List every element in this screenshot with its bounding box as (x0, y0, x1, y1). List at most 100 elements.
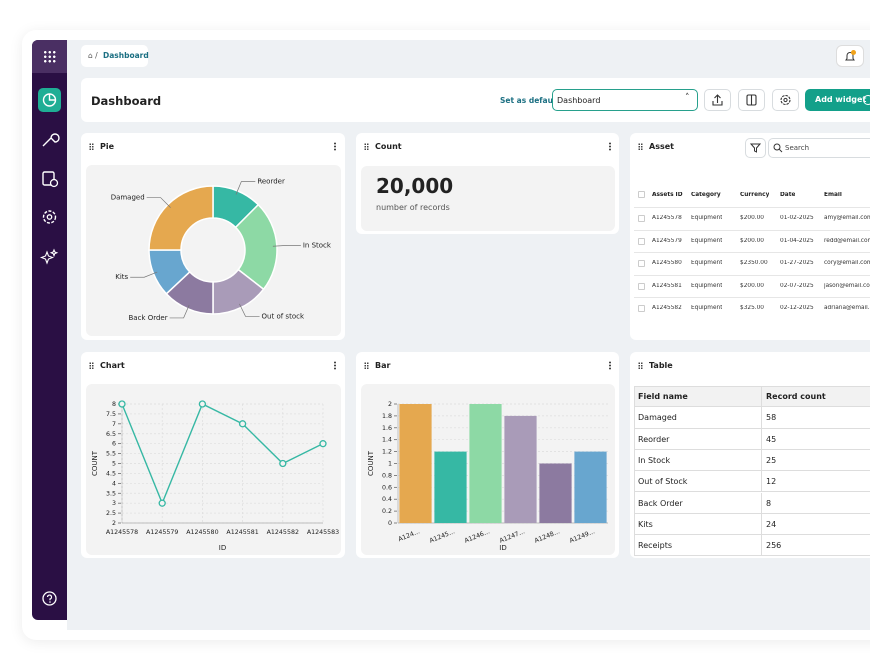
checkbox[interactable] (638, 237, 645, 245)
table-cell: A1245581 (652, 282, 682, 289)
checkbox[interactable] (638, 215, 645, 222)
table-cell: $200.00 (740, 282, 764, 289)
notifications-button[interactable] (836, 45, 864, 67)
x-tick-label: A1245582 (267, 529, 299, 536)
y-tick-label: 1.6 (382, 425, 392, 432)
table-cell: Back Order (634, 493, 761, 514)
checkbox[interactable] (638, 191, 645, 198)
pie-label: In Stock (303, 241, 332, 249)
nav-tools[interactable] (42, 133, 60, 147)
bar (504, 415, 537, 523)
x-tick-label: A1245578 (106, 529, 138, 536)
nav-help[interactable] (41, 590, 58, 607)
leader-line (146, 197, 171, 208)
table-border (634, 386, 870, 557)
table-cell: 25 (761, 449, 870, 472)
x-tick-label: A1245581 (226, 529, 258, 536)
line-point (118, 400, 126, 408)
y-tick-label: 0.4 (382, 496, 392, 503)
widget-title: Count (375, 142, 402, 151)
pie-label: Back Order (128, 314, 167, 322)
nav-reports[interactable] (42, 171, 55, 186)
bar (399, 404, 432, 523)
line-point (238, 420, 247, 428)
pie-widget: Pie Reorder In Stock Out of stock Back Orde… (81, 133, 345, 340)
pie-label: Kits (115, 273, 128, 281)
y-tick-label: 5 (112, 461, 116, 468)
table-cell: Out of Stock (634, 471, 761, 493)
x-tick-label: A1246… (464, 528, 491, 544)
bar-chart: 0 0.2 0.4 0.6 0.8 1 1.2 1.4 1.6 1.8 2 COUNT ID A124… A… (367, 401, 608, 552)
row-divider (634, 274, 870, 276)
dashboard-select[interactable]: Dashboard ˄ (552, 89, 698, 111)
column-header: Category (691, 192, 721, 198)
y-tick-label: 1.8 (382, 413, 392, 420)
y-axis-label: COUNT (367, 450, 375, 476)
apps-button[interactable] (32, 40, 67, 73)
record-table: Field name Record count Damaged 58 Reorder 45… (634, 386, 870, 557)
filter-button[interactable] (745, 138, 766, 158)
widget-title: Table (649, 361, 673, 370)
menu-button[interactable] (334, 361, 336, 370)
x-tick-label: A1245… (429, 528, 456, 544)
asset-table: Assets ID Category Currency Date Email A12455… (630, 185, 870, 335)
table-cell: 45 (761, 428, 870, 450)
y-tick-label: 3 (112, 500, 116, 507)
table-cell: Equipment (691, 260, 723, 266)
settings-button[interactable] (772, 89, 799, 111)
widget-title: Asset (649, 142, 674, 151)
x-tick-label: A124… (397, 528, 421, 543)
checkbox[interactable] (638, 282, 645, 290)
pie-chart: Reorder In Stock Out of stock Back Order Kit… (111, 178, 332, 322)
y-tick-label: 1.2 (382, 449, 392, 456)
add-widget-button[interactable]: Add widget (805, 89, 870, 111)
set-default-link[interactable]: Set as default (500, 96, 560, 105)
share-button[interactable] (704, 89, 731, 111)
table-cell: Equipment (691, 282, 723, 289)
y-tick-label: 1 (388, 461, 392, 468)
y-tick-label: 2.5 (106, 510, 116, 517)
y-tick-label: 3.5 (106, 490, 116, 497)
line-point (198, 400, 207, 408)
checkbox[interactable] (638, 260, 645, 267)
bar (574, 451, 607, 523)
menu-button[interactable] (609, 142, 611, 151)
widget-title: Pie (100, 142, 115, 151)
table-cell: cory@email.com (824, 260, 870, 266)
y-tick-label: 6.5 (106, 431, 116, 438)
row-divider (634, 297, 870, 298)
sidebar (32, 40, 67, 620)
checkbox[interactable] (638, 305, 645, 312)
table-cell: $2350.00 (740, 260, 768, 266)
line-widget: Chart 2 2.5 3 3.5 4 4.5 5 5.5 6 6.5 7 7.5 8 COUNT ID A1… (81, 352, 345, 558)
bar (539, 463, 572, 523)
y-tick-label: 5.5 (106, 451, 116, 458)
y-tick-label: 0.8 (382, 472, 392, 479)
x-tick-label: A1247… (499, 528, 526, 544)
y-tick-label: 0 (388, 520, 392, 527)
menu-button[interactable] (334, 142, 336, 151)
table-cell: adriana@email.com (824, 305, 870, 311)
leader-line (272, 245, 301, 247)
y-tick-label: 7 (112, 421, 116, 428)
table-cell: Equipment (691, 215, 723, 221)
table-cell: Reorder (634, 429, 761, 450)
menu-button[interactable] (609, 361, 611, 370)
y-tick-label: 7.5 (106, 411, 116, 418)
nav-ai[interactable] (39, 248, 59, 265)
bar (469, 404, 502, 523)
x-tick-label: A1248… (534, 528, 561, 544)
table-cell: 58 (761, 407, 870, 429)
search-box[interactable]: Search (768, 138, 870, 158)
widget-title: Chart (100, 361, 125, 370)
column-header: Email (824, 192, 842, 198)
layout-button[interactable] (738, 89, 765, 111)
nav-icons (38, 88, 61, 265)
table-cell: A1245579 (652, 237, 682, 244)
leader-line (169, 304, 190, 319)
home-icon: ⌂ / (88, 51, 98, 60)
table-cell: Damaged (634, 407, 761, 429)
table-cell: $325.00 (740, 305, 764, 311)
nav-settings[interactable] (42, 210, 57, 224)
breadcrumb[interactable]: ⌂ / Dashboard (81, 45, 149, 67)
